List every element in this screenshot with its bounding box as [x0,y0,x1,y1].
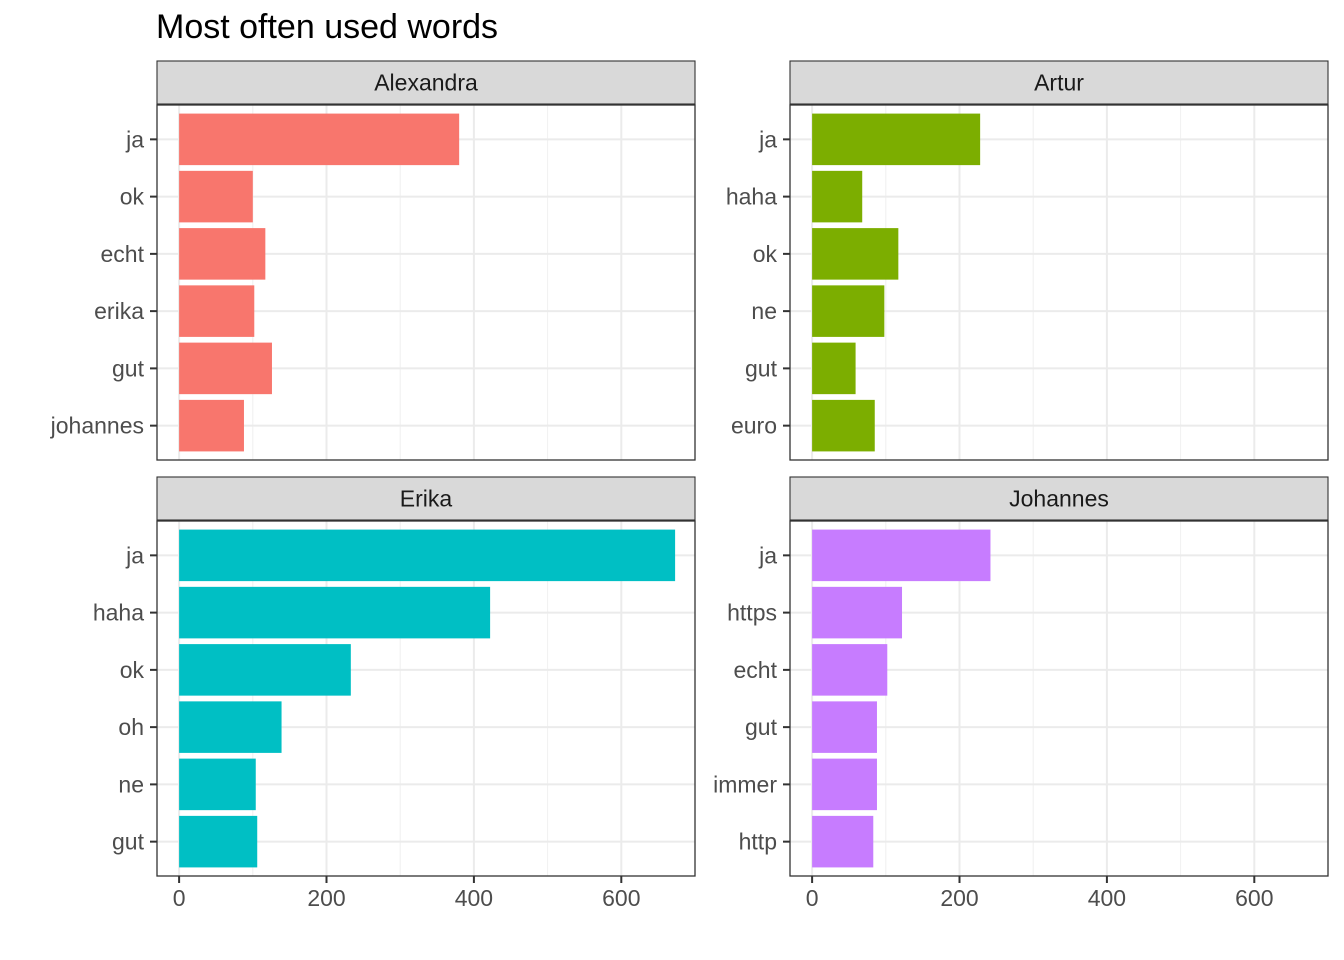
bar-artur-ok [812,228,899,280]
category-label: ja [125,126,144,152]
category-label: echt [101,241,145,267]
category-label: ne [118,771,144,797]
bar-erika-haha [179,586,491,639]
x-tick-label: 400 [455,885,493,911]
facet-strip-erika [156,476,696,521]
category-label: ja [125,542,144,568]
category-label: haha [93,600,144,626]
bar-erika-gut [179,815,258,868]
x-tick-label: 0 [806,885,819,911]
category-label: haha [726,184,777,210]
facet-strip-artur [789,60,1329,105]
panel-border [156,104,696,461]
category-label: erika [94,298,144,324]
category-label: euro [731,413,777,439]
category-label: echt [734,657,778,683]
bar-johannes-https [812,586,903,639]
category-label: ok [120,184,145,210]
facet-strip-alexandra [156,60,696,105]
category-label: oh [118,714,144,740]
bar-erika-ok [179,644,351,696]
panel-border [789,104,1329,461]
category-label: immer [713,771,777,797]
category-label: https [727,600,777,626]
bar-johannes-http [812,815,874,868]
category-label: ne [751,298,777,324]
facet-strip-johannes [789,476,1329,521]
panel-erika: Erika ja haha ok oh ne gut 0 200 400 600 [93,476,696,911]
bar-alexandra-erika [179,285,255,337]
category-label: http [739,829,777,855]
facet-label-alexandra: Alexandra [374,70,478,96]
x-tick-label: 200 [307,885,345,911]
x-tick-label: 0 [173,885,186,911]
category-label: gut [745,714,778,740]
panel-johannes: Johannes ja https echt gut immer http 0 200 400 60… [713,476,1329,911]
facet-label-johannes: Johannes [1009,486,1109,512]
category-label: johannes [50,413,144,439]
category-label: ja [758,542,777,568]
bar-johannes-immer [812,758,877,811]
bar-erika-ne [179,758,256,811]
category-label: gut [112,355,145,381]
bar-alexandra-ja [179,113,460,166]
category-label: ok [120,657,145,683]
x-tick-label: 400 [1088,885,1126,911]
panel-border [789,520,1329,877]
chart-title: Most often used words [156,8,498,46]
facet-label-erika: Erika [400,486,453,512]
bar-alexandra-ok [179,170,253,223]
facet-label-artur: Artur [1034,70,1084,96]
bar-artur-haha [812,170,863,223]
bar-artur-euro [812,399,875,452]
panel-alexandra: Alexandra ja ok echt erika gut johannes [50,60,696,461]
bar-johannes-gut [812,701,877,753]
bar-alexandra-echt [179,228,266,280]
bar-artur-ja [812,113,981,166]
category-label: ok [753,241,778,267]
bar-erika-oh [179,701,282,753]
facet-panels: Alexandra ja ok echt erika gut johannes Artur ja… [50,60,1329,911]
x-tick-label: 200 [940,885,978,911]
bar-alexandra-gut [179,342,272,395]
category-label: gut [112,829,145,855]
bar-johannes-ja [812,529,991,582]
bar-johannes-echt [812,644,888,696]
category-label: ja [758,126,777,152]
bar-artur-gut [812,342,856,395]
panel-artur: Artur ja haha ok ne gut euro [726,60,1329,461]
bar-artur-ne [812,285,885,337]
panel-border [156,520,696,877]
x-tick-label: 600 [1235,885,1273,911]
category-label: gut [745,355,778,381]
x-tick-label: 600 [602,885,640,911]
bar-alexandra-johannes [179,399,244,452]
bar-erika-ja [179,529,676,582]
